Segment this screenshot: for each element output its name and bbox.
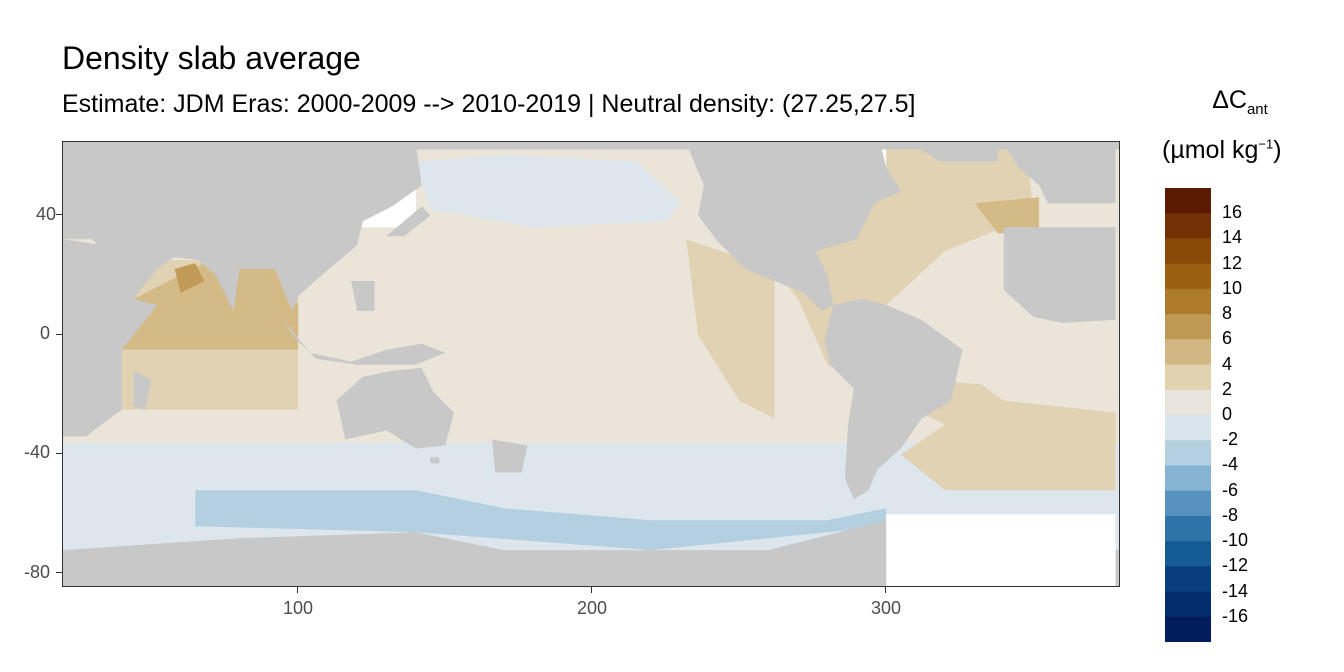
legend-label: 2	[1222, 378, 1233, 399]
legend-color-swatch	[1165, 263, 1211, 290]
x-tick-label: 300	[870, 598, 902, 618]
legend-unit-sup: −1	[1258, 136, 1274, 152]
europe-land	[1003, 143, 1116, 204]
africa-east-land	[63, 239, 158, 437]
legend-color-swatch	[1165, 566, 1211, 593]
legend-label: 10	[1222, 277, 1243, 298]
legend-color-swatch	[1165, 364, 1211, 391]
atlantic-ocean-region	[774, 149, 1116, 491]
north-pacific-negative-region	[415, 155, 681, 228]
legend-color-swatch	[1165, 490, 1211, 517]
legend-label: 14	[1222, 227, 1243, 248]
south-america-land	[824, 299, 963, 500]
australia-land	[336, 367, 454, 449]
legend-label: -6	[1222, 479, 1239, 500]
legend-label: -8	[1222, 504, 1239, 525]
legend-color-swatch	[1165, 616, 1211, 642]
madagascar-land	[133, 370, 152, 410]
legend-unit-suffix: )	[1273, 136, 1282, 164]
legend-label: -14	[1222, 580, 1249, 601]
antarctica-land	[63, 520, 887, 586]
plot-subtitle: Estimate: JDM Eras: 2000-2009 --> 2010-2…	[62, 90, 916, 118]
south-atlantic-band	[974, 379, 1116, 413]
eurasia-land	[63, 143, 422, 311]
southern-ocean-negative-band	[195, 490, 887, 551]
legend-label: 12	[1222, 252, 1243, 273]
legend-title-symbol: ΔC	[1212, 86, 1247, 114]
legend-unit-prefix: (µmol kg	[1162, 136, 1259, 164]
legend-label: 4	[1222, 353, 1233, 374]
x-tick	[885, 587, 886, 593]
legend-label: -16	[1222, 605, 1249, 626]
legend-color-swatch	[1165, 339, 1211, 366]
legend-title: ΔCant	[1165, 86, 1315, 118]
legend-label: -2	[1222, 429, 1239, 450]
legend-label: -12	[1222, 555, 1249, 576]
legend-label: 8	[1222, 303, 1233, 324]
y-tick	[56, 453, 62, 454]
northern-indian-ocean-region	[121, 260, 299, 350]
legend-label: 0	[1222, 404, 1233, 424]
y-tick	[56, 572, 62, 573]
plot-title: Density slab average	[62, 40, 361, 76]
greenland-land	[921, 149, 998, 162]
legend-label: 6	[1222, 328, 1233, 349]
ocean-map	[63, 143, 1119, 586]
legend-label: 16	[1222, 202, 1243, 223]
arabian-sea-region	[174, 263, 205, 293]
y-tick-label: 40	[35, 204, 56, 224]
africa-west-land	[1003, 227, 1116, 323]
indonesia-land	[283, 319, 446, 365]
legend-color-swatch	[1165, 314, 1211, 340]
y-tick-label: -80	[23, 562, 50, 582]
tasmania-land	[430, 457, 440, 464]
eastern-pacific-region	[686, 239, 775, 419]
legend-color-swatch	[1165, 213, 1211, 239]
weddell-no-data-region	[886, 514, 1116, 586]
land-masses	[63, 143, 1116, 586]
legend-color-swatch	[1165, 389, 1211, 416]
legend-colorbar	[1165, 188, 1211, 642]
x-tick	[297, 587, 298, 593]
x-tick	[591, 587, 592, 593]
map-panel	[62, 141, 1120, 587]
japan-land	[386, 206, 431, 237]
y-tick-label: -40	[23, 442, 50, 462]
x-tick-label: 200	[576, 598, 608, 618]
legend-color-swatch	[1165, 238, 1211, 265]
legend-color-swatch	[1165, 440, 1211, 466]
legend-title-sub: ant	[1246, 101, 1268, 118]
new-zealand-land	[492, 439, 528, 473]
x-tick-label: 100	[282, 598, 314, 618]
legend-color-swatch	[1165, 288, 1211, 315]
legend-color-swatch	[1165, 465, 1211, 492]
legend-color-swatch	[1165, 415, 1211, 441]
north-atlantic-high-region	[974, 197, 1040, 234]
y-tick	[56, 334, 62, 335]
north-america-land	[568, 143, 901, 311]
legend-label: -4	[1222, 454, 1239, 475]
legend-unit: (µmol kg−1)	[1162, 136, 1322, 165]
legend-color-swatch	[1165, 591, 1211, 618]
legend-color-swatch	[1165, 188, 1211, 214]
legend-label: -10	[1222, 530, 1249, 551]
legend-color-swatch	[1165, 541, 1211, 567]
philippines-land	[351, 281, 375, 311]
y-tick	[56, 214, 62, 215]
legend-color-swatch	[1165, 515, 1211, 542]
y-tick-label: 0	[39, 323, 50, 343]
